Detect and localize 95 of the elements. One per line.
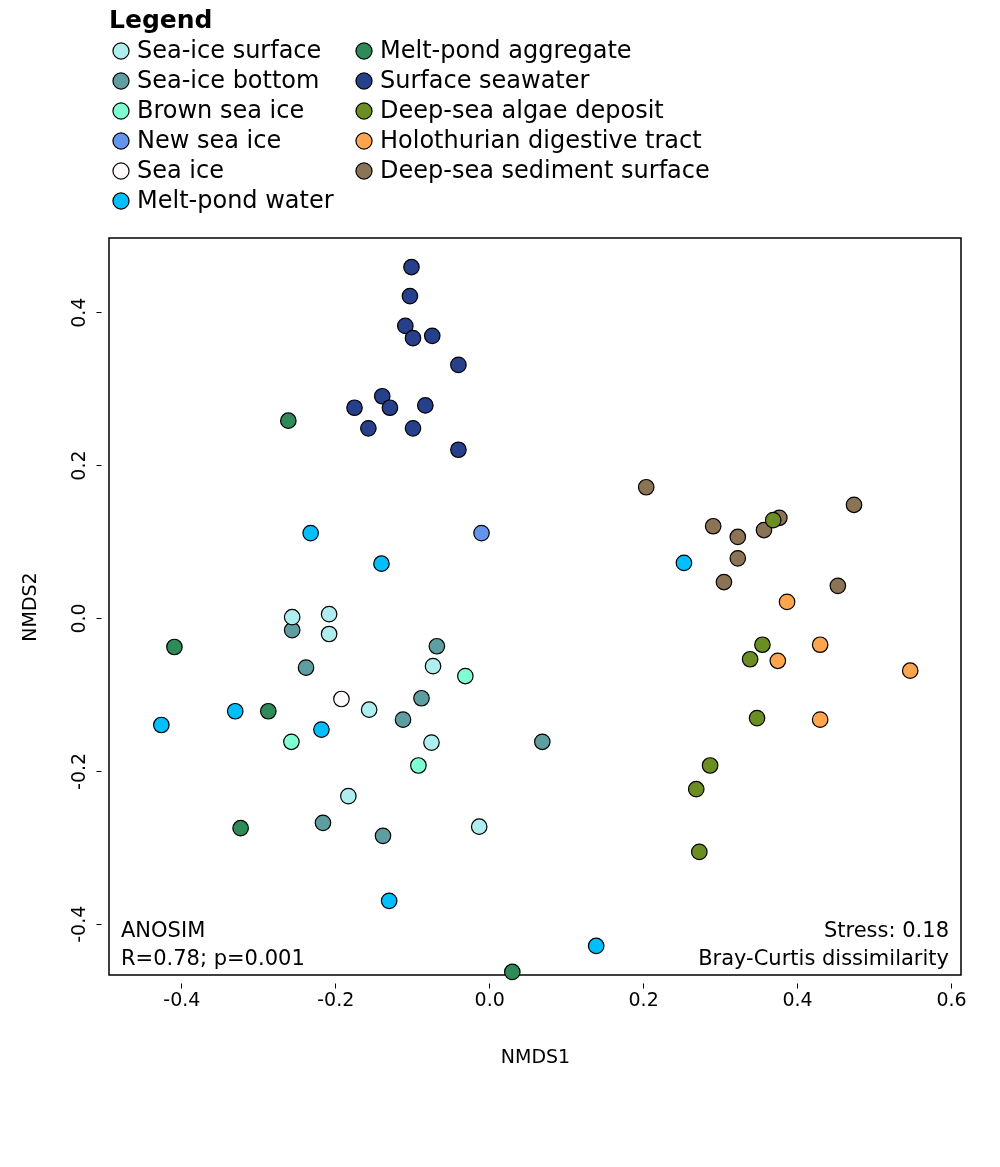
point xyxy=(423,327,441,345)
point xyxy=(381,399,399,417)
point xyxy=(320,605,338,623)
point xyxy=(811,636,829,654)
point xyxy=(424,657,442,675)
point xyxy=(769,652,787,670)
point xyxy=(637,478,655,496)
annotation: ANOSIM xyxy=(121,918,206,942)
point xyxy=(901,662,919,680)
x-tick-label: 0.4 xyxy=(782,987,813,1010)
point xyxy=(729,528,747,546)
point xyxy=(503,963,521,981)
point xyxy=(373,555,390,573)
point xyxy=(457,667,474,685)
y-tick-label: 0.0 xyxy=(66,603,89,634)
point xyxy=(232,819,249,837)
point xyxy=(715,573,733,591)
point xyxy=(741,650,759,668)
legend-label: Sea-ice surface xyxy=(137,36,322,64)
point xyxy=(413,689,430,707)
annotation: Bray-Curtis dissimilarity xyxy=(698,946,949,970)
point xyxy=(346,399,363,417)
point xyxy=(410,757,427,774)
y-axis-title: NMDS2 xyxy=(17,572,40,642)
point xyxy=(401,287,419,305)
point xyxy=(166,638,183,656)
legend-label: Surface seawater xyxy=(380,66,590,94)
y-tick-label: -0.2 xyxy=(66,752,89,790)
point xyxy=(701,757,719,774)
point xyxy=(360,420,377,437)
point xyxy=(450,356,467,374)
point xyxy=(404,420,422,437)
point xyxy=(360,701,378,719)
point xyxy=(297,659,315,676)
legend-label: Melt-pond water xyxy=(137,186,334,214)
annotation: Stress: 0.18 xyxy=(823,918,949,942)
y-tick-label: 0.4 xyxy=(66,297,89,328)
point xyxy=(396,317,414,335)
x-tick-label: 0.0 xyxy=(474,987,505,1010)
point xyxy=(423,734,440,751)
point xyxy=(313,721,330,738)
x-tick-label: 0.6 xyxy=(936,987,967,1010)
point xyxy=(690,843,708,861)
point xyxy=(340,787,357,805)
point xyxy=(428,637,446,655)
point xyxy=(404,329,422,347)
point xyxy=(374,827,392,845)
legend-label: Deep-sea sediment surface xyxy=(380,156,710,184)
point xyxy=(473,524,490,542)
point xyxy=(811,711,829,728)
legend-title: Legend xyxy=(109,5,213,34)
point xyxy=(704,517,722,535)
point xyxy=(320,625,338,643)
legend-label: Melt-pond aggregate xyxy=(380,36,632,64)
point xyxy=(470,818,488,836)
point xyxy=(450,441,467,459)
point xyxy=(829,577,847,595)
x-axis-title: NMDS1 xyxy=(500,1044,571,1067)
point xyxy=(279,412,297,430)
point xyxy=(675,554,693,572)
legend-label: Sea-ice bottom xyxy=(137,66,320,94)
legend-label: Brown sea ice xyxy=(137,96,305,124)
point xyxy=(380,892,398,910)
x-tick-label: -0.2 xyxy=(317,987,355,1010)
point xyxy=(403,258,420,276)
point xyxy=(283,733,300,751)
point xyxy=(755,521,773,539)
x-tick-label: -0.4 xyxy=(163,987,201,1010)
point xyxy=(394,711,412,728)
point xyxy=(333,690,350,708)
point xyxy=(373,387,391,405)
point xyxy=(226,702,244,720)
point xyxy=(152,716,170,734)
point xyxy=(314,814,332,832)
point xyxy=(764,511,782,529)
legend-label: Sea ice xyxy=(137,156,224,184)
point xyxy=(283,608,301,626)
point xyxy=(302,524,319,542)
legend-label: Deep-sea algae deposit xyxy=(380,96,664,124)
y-tick-label: 0.2 xyxy=(66,450,89,481)
point xyxy=(259,702,277,720)
legend-label: Holothurian digestive tract xyxy=(380,126,702,154)
x-tick-label: 0.2 xyxy=(628,987,659,1010)
point xyxy=(748,709,766,727)
point xyxy=(845,496,863,514)
point xyxy=(416,397,434,414)
point xyxy=(729,550,747,567)
point xyxy=(587,937,605,955)
y-tick-label: -0.4 xyxy=(66,905,89,943)
point xyxy=(754,636,771,654)
point xyxy=(533,733,551,751)
point xyxy=(778,593,796,611)
annotation: R=0.78; p=0.001 xyxy=(121,946,305,970)
legend-label: New sea ice xyxy=(137,126,282,154)
point xyxy=(687,780,705,798)
